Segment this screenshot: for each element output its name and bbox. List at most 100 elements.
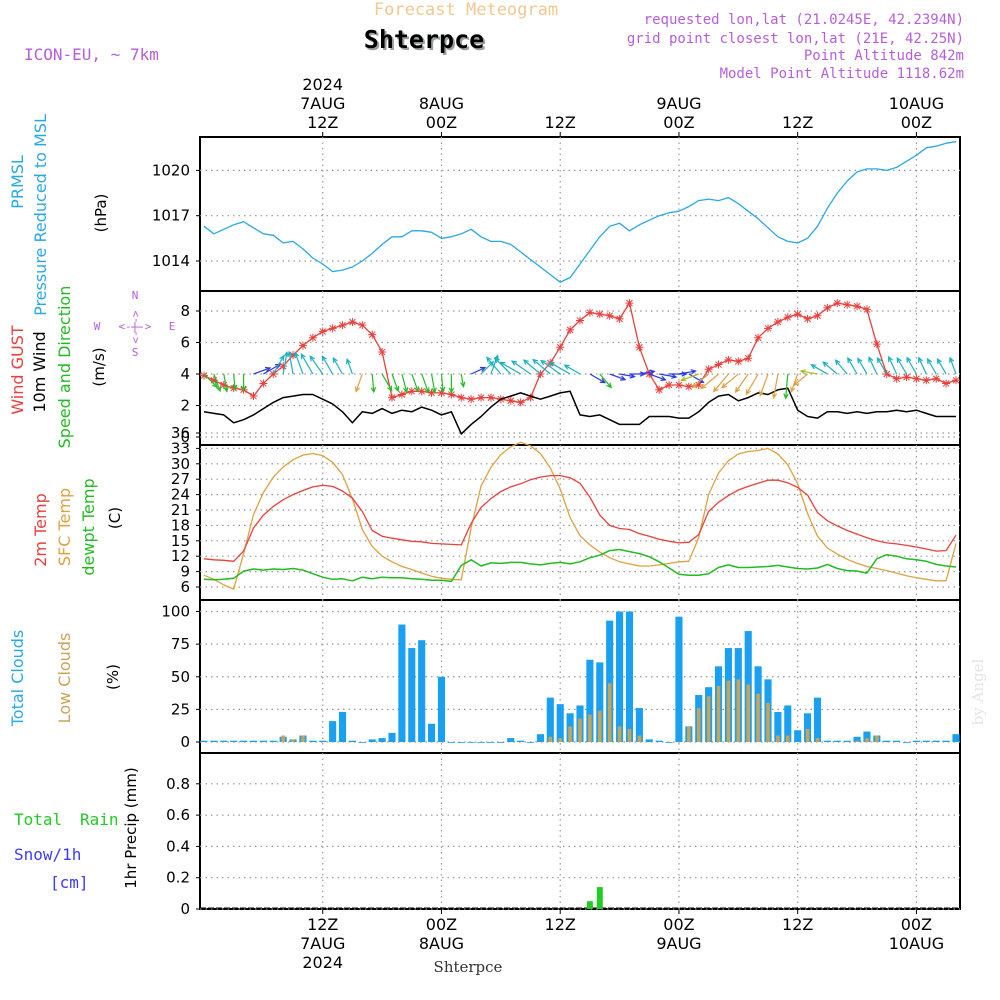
watermark: by Angel	[969, 658, 987, 725]
total-cloud-bar	[556, 704, 564, 742]
wind-vector-head	[810, 364, 817, 370]
wind-vector-head	[681, 371, 688, 377]
time-label: 8AUG	[419, 934, 464, 953]
total-cloud-bar	[338, 711, 347, 742]
gust-marker	[635, 343, 644, 352]
precip-total-label: Total	[14, 810, 62, 829]
gust-marker	[259, 379, 268, 388]
wind-vector	[300, 353, 314, 375]
low-cloud-bar	[696, 708, 701, 742]
gust-marker	[674, 381, 683, 390]
wind-10m-label: 10m Wind	[30, 331, 49, 412]
precip-rain-label: Rain	[80, 810, 119, 829]
ytick-label-clouds: 0	[180, 733, 190, 751]
wind-vector-head	[690, 369, 697, 375]
low-cloud-bar	[588, 714, 592, 742]
time-label: 10AUG	[889, 94, 944, 113]
wind-vector	[877, 357, 888, 375]
wind-vector-head	[212, 382, 218, 388]
wind-vector-head	[759, 390, 765, 397]
ytick-label-precip: 0.2	[166, 869, 190, 887]
gust-marker	[298, 341, 307, 350]
wind-vector	[599, 373, 612, 388]
wind-vector	[294, 352, 304, 375]
gust-marker	[744, 354, 753, 363]
ytick-label-clouds: 75	[171, 635, 190, 653]
total-cloud-bar	[408, 648, 416, 742]
wind-vector-head	[734, 386, 741, 394]
total-cloud-bar	[833, 740, 841, 742]
low-cloud-bar	[617, 726, 622, 742]
total-cloud-bar	[606, 620, 614, 742]
wind-vector	[868, 357, 878, 375]
time-label: 12Z	[545, 113, 576, 132]
gust-marker	[447, 390, 456, 399]
wind-vector	[713, 373, 729, 392]
ytick-label-temperature: 27	[171, 470, 190, 488]
wind-vector	[332, 357, 344, 375]
total-cloud-bar	[447, 742, 455, 743]
compass-vertical-arrows: <-|->	[129, 310, 142, 343]
ytick-label-temperature: 18	[171, 516, 190, 534]
wind-vector	[480, 361, 494, 375]
total-cloud-bar	[655, 740, 663, 742]
total-cloud-bar	[942, 740, 950, 742]
time-label: 00Z	[901, 915, 932, 934]
gust-marker	[823, 303, 832, 312]
precip-plot	[200, 887, 960, 909]
wind-vector-head	[486, 356, 492, 363]
wind-vector	[735, 373, 749, 393]
wind-vector	[203, 373, 218, 388]
wind-vector-head	[488, 360, 495, 367]
total-cloud-bar	[348, 740, 356, 742]
total-cloud-bar	[220, 740, 228, 742]
model-label: ICON-EU, ~ 7km	[24, 45, 159, 64]
total-cloud-bar	[596, 662, 604, 742]
total-cloud-bar	[259, 740, 267, 742]
wind-vector	[282, 352, 288, 375]
time-label: 8AUG	[419, 94, 464, 113]
gust-marker	[289, 351, 298, 360]
total-cloud-bar	[922, 740, 930, 742]
wind-vector	[721, 373, 739, 389]
wind-vector-head	[847, 356, 853, 364]
low-cloud-bar	[746, 684, 750, 742]
time-label: 12Z	[307, 113, 338, 132]
wind-vector-head	[499, 361, 506, 367]
ytick-label-temperature: 33	[171, 439, 190, 457]
wind-vector-head	[834, 359, 841, 366]
wind-vector	[532, 359, 551, 375]
total-cloud-bar	[675, 616, 683, 742]
clouds-total-label: Total Clouds	[8, 630, 27, 728]
wind-vector-head	[431, 387, 437, 394]
time-label: 00Z	[663, 113, 694, 132]
gust-marker	[734, 357, 743, 366]
location-title: Shterpce	[364, 25, 484, 54]
wind-vector-head	[721, 382, 728, 389]
low-cloud-bar	[578, 718, 582, 742]
gust-marker	[942, 379, 951, 388]
wind-vector-head	[745, 389, 751, 396]
gust-marker	[862, 305, 871, 314]
wind-vector	[800, 370, 818, 375]
gust-marker	[556, 343, 565, 352]
ytick-label-temperature: 9	[180, 563, 190, 581]
wind-vector	[272, 355, 285, 375]
clouds-low-label: Low Clouds	[55, 633, 74, 724]
precip-unit-label: 1hr Precip (mm)	[122, 767, 140, 888]
wind-vector-head	[799, 369, 806, 375]
wind-vector-head	[479, 366, 487, 372]
gust-marker	[269, 370, 278, 378]
low-cloud-bar	[805, 728, 810, 742]
wind-vector-head	[240, 385, 247, 392]
wind-vector	[460, 373, 465, 387]
gust-marker	[437, 388, 446, 397]
ytick-label-pressure: 1014	[152, 252, 190, 270]
total-cloud-bar	[784, 705, 792, 742]
gust-marker	[645, 370, 654, 378]
gust-marker	[615, 314, 624, 323]
wind-vector-head	[540, 359, 547, 366]
wind-vector-head	[639, 371, 647, 377]
wind-vector-head	[563, 364, 570, 370]
